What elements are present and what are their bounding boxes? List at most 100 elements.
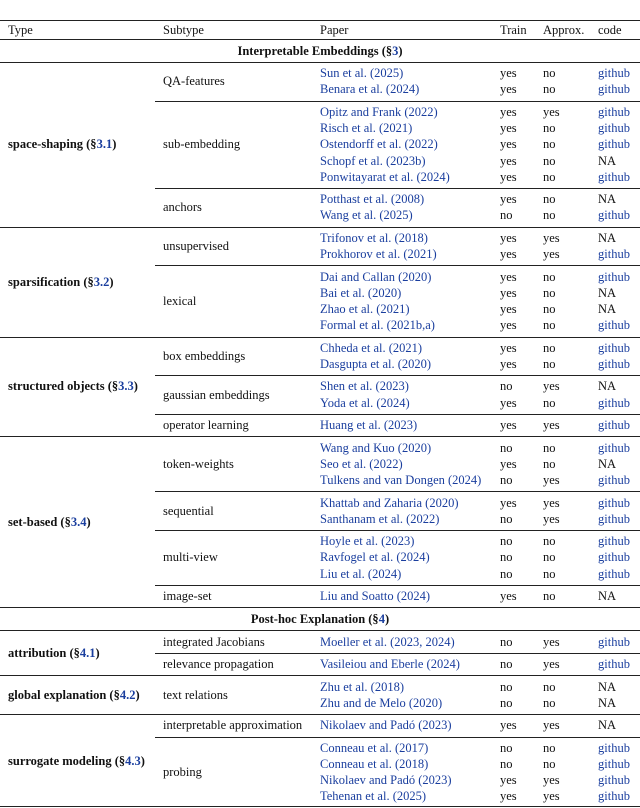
- paper[interactable]: Liu et al. (2024): [320, 566, 402, 581]
- paper[interactable]: Trifonov et al. (2018): [320, 230, 428, 245]
- section-ref[interactable]: 3.4: [70, 514, 87, 529]
- paper[interactable]: Zhu and de Melo (2020): [320, 695, 443, 710]
- code[interactable]: github: [598, 473, 630, 488]
- group-rule: [0, 336, 640, 338]
- paper[interactable]: Conneau et al. (2018): [320, 757, 429, 772]
- section-rule: [0, 607, 640, 609]
- paper[interactable]: Opitz and Frank (2022): [320, 104, 438, 119]
- paper[interactable]: Bai et al. (2020): [320, 285, 402, 300]
- approx: no: [543, 589, 556, 604]
- paper[interactable]: Shen et al. (2023): [320, 379, 409, 394]
- label-part: ): [112, 137, 117, 152]
- train: yes: [500, 247, 517, 262]
- code[interactable]: github: [598, 356, 630, 371]
- paper[interactable]: Chheda et al. (2021): [320, 340, 423, 355]
- code[interactable]: github: [598, 789, 630, 804]
- code[interactable]: github: [598, 566, 630, 581]
- section-ref[interactable]: 4.1: [79, 645, 96, 660]
- section-title: Post-hoc Explanation (§4): [0, 611, 640, 627]
- paper[interactable]: Yoda et al. (2024): [320, 395, 410, 410]
- train: no: [500, 634, 513, 649]
- code[interactable]: github: [598, 137, 630, 152]
- paper[interactable]: Schopf et al. (2023b): [320, 153, 426, 168]
- paper[interactable]: Tulkens and van Dongen (2024): [320, 473, 482, 488]
- code[interactable]: github: [598, 395, 630, 410]
- approx: no: [543, 340, 556, 355]
- paper[interactable]: Zhao et al. (2021): [320, 302, 410, 317]
- code[interactable]: github: [598, 208, 630, 223]
- code[interactable]: github: [598, 121, 630, 136]
- paper[interactable]: Nikolaev and Padó (2023): [320, 718, 452, 733]
- paper[interactable]: Zhu et al. (2018): [320, 679, 405, 694]
- paper[interactable]: Hoyle et al. (2023): [320, 534, 415, 549]
- code[interactable]: github: [598, 634, 630, 649]
- paper[interactable]: Moeller et al. (2023, 2024): [320, 634, 455, 649]
- code[interactable]: github: [598, 534, 630, 549]
- code[interactable]: github: [598, 318, 630, 333]
- paper[interactable]: Benara et al. (2024): [320, 82, 420, 97]
- section-ref[interactable]: 3.2: [93, 274, 110, 289]
- type: surrogate modeling (§4.3): [8, 753, 145, 769]
- paper[interactable]: Nikolaev and Padó (2023): [320, 773, 452, 788]
- code[interactable]: github: [598, 550, 630, 565]
- paper[interactable]: Seo et al. (2022): [320, 456, 403, 471]
- train: yes: [500, 418, 517, 433]
- paper[interactable]: Risch et al. (2021): [320, 121, 413, 136]
- paper[interactable]: Huang et al. (2023): [320, 418, 418, 433]
- paper[interactable]: Ostendorff et al. (2022): [320, 137, 438, 152]
- approx: no: [543, 169, 556, 184]
- section-ref[interactable]: 4: [378, 611, 385, 626]
- code[interactable]: github: [598, 82, 630, 97]
- type: space-shaping (§3.1): [8, 136, 116, 152]
- code[interactable]: github: [598, 340, 630, 355]
- code: NA: [598, 192, 617, 207]
- section-ref[interactable]: 3: [392, 43, 399, 58]
- paper[interactable]: Sun et al. (2025): [320, 66, 404, 81]
- paper[interactable]: Conneau et al. (2017): [320, 740, 429, 755]
- approx: no: [543, 440, 556, 455]
- paper[interactable]: Santhanam et al. (2022): [320, 511, 440, 526]
- section-ref[interactable]: 3.3: [118, 379, 134, 394]
- type: sparsification (§3.2): [8, 274, 114, 290]
- subgroup-rule: [155, 652, 640, 654]
- header-cell: Paper: [320, 22, 349, 37]
- paper[interactable]: Formal et al. (2021b,a): [320, 318, 435, 333]
- code[interactable]: github: [598, 440, 630, 455]
- code[interactable]: github: [598, 269, 630, 284]
- code[interactable]: github: [598, 418, 630, 433]
- code[interactable]: github: [598, 66, 630, 81]
- approx: no: [543, 302, 556, 317]
- paper[interactable]: Prokhorov et al. (2021): [320, 247, 437, 262]
- paper[interactable]: Potthast et al. (2008): [320, 192, 425, 207]
- train: no: [500, 679, 513, 694]
- section-ref[interactable]: 3.1: [96, 137, 113, 152]
- code[interactable]: github: [598, 495, 630, 510]
- paper[interactable]: Dasgupta et al. (2020): [320, 356, 432, 371]
- paper[interactable]: Ponwitayarat et al. (2024): [320, 169, 450, 184]
- code[interactable]: github: [598, 511, 630, 526]
- paper[interactable]: Khattab and Zaharia (2020): [320, 495, 459, 510]
- type: global explanation (§4.2): [8, 687, 140, 703]
- approx: no: [543, 208, 556, 223]
- paper[interactable]: Wang and Kuo (2020): [320, 440, 432, 455]
- code[interactable]: github: [598, 169, 630, 184]
- code[interactable]: github: [598, 657, 630, 672]
- section-title: Interpretable Embeddings (§3): [0, 43, 640, 59]
- section-ref[interactable]: 4.3: [125, 753, 141, 768]
- paper[interactable]: Ravfogel et al. (2024): [320, 550, 430, 565]
- subgroup-rule: [155, 736, 640, 738]
- approx: yes: [543, 230, 560, 245]
- paper[interactable]: Liu and Soatto (2024): [320, 589, 431, 604]
- paper[interactable]: Wang et al. (2025): [320, 208, 413, 223]
- code[interactable]: github: [598, 104, 630, 119]
- code[interactable]: github: [598, 247, 630, 262]
- section-ref[interactable]: 4.2: [119, 687, 136, 702]
- paper[interactable]: Tehenan et al. (2025): [320, 789, 427, 804]
- subtype: token-weights: [163, 456, 234, 471]
- subtype: relevance propagation: [163, 657, 274, 672]
- paper[interactable]: Dai and Callan (2020): [320, 269, 432, 284]
- code[interactable]: github: [598, 773, 630, 788]
- paper[interactable]: Vasileiou and Eberle (2024): [320, 657, 460, 672]
- code[interactable]: github: [598, 757, 630, 772]
- code[interactable]: github: [598, 740, 630, 755]
